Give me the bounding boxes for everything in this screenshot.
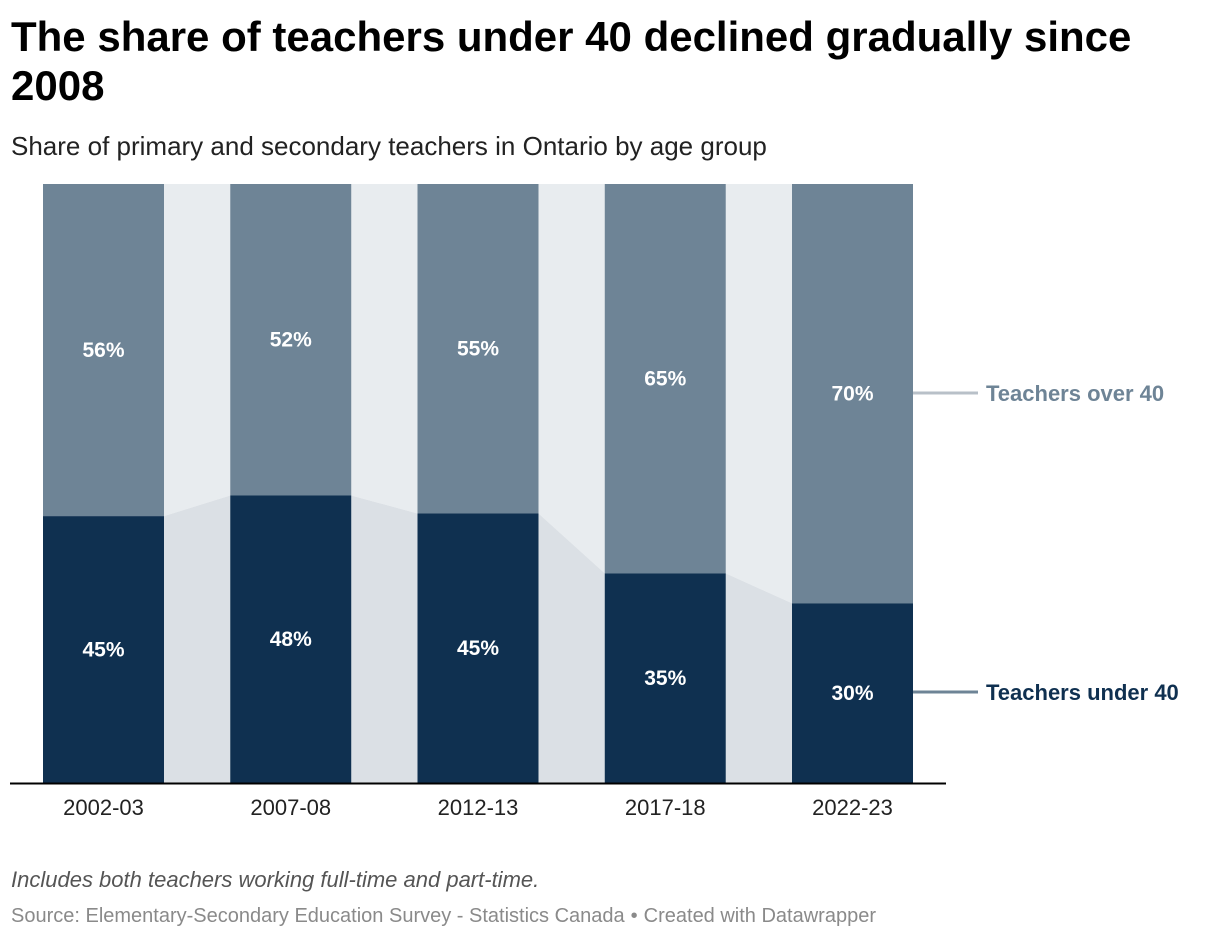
connector-under-40 [538,513,605,783]
connector-over-40 [725,184,792,604]
chart-notes: Includes both teachers working full-time… [11,867,540,892]
x-tick-label: 2022-23 [812,795,893,820]
legend-label-under-40: Teachers under 40 [986,680,1179,705]
connector-under-40 [164,495,231,783]
bar-group [43,184,913,783]
value-label-under-40: 35% [644,667,686,690]
chart-subtitle: Share of primary and secondary teachers … [11,131,767,161]
legend: Teachers over 40 Teachers under 40 [913,381,1179,705]
value-label-under-40: 45% [82,639,124,662]
connector-over-40 [538,184,605,574]
source-text: Source: Elementary-Secondary Education S… [11,905,625,927]
connector-over-40 [351,184,418,514]
bar-teachers-under-40 [43,516,164,783]
bar-teachers-under-40 [604,573,726,783]
connector-over-40 [164,184,231,517]
legend-label-over-40: Teachers over 40 [986,381,1164,406]
source-separator: • [630,905,638,927]
chart-title: The share of teachers under 40 declined … [11,13,1132,109]
bar-teachers-over-40 [43,184,164,517]
value-labels: 56% 45% 52% 48% 55% 45% 65% 35% 70% 30% [82,329,873,705]
x-axis-ticks: 2002-03 2007-08 2012-13 2017-18 2022-23 [63,795,893,820]
value-label-over-40: 56% [82,339,124,362]
value-label-over-40: 65% [644,368,686,391]
bar-teachers-under-40 [792,603,913,783]
connector-under-40 [725,573,792,783]
value-label-under-40: 30% [831,682,873,705]
credit-link[interactable]: Created with Datawrapper [643,905,876,927]
bar-teachers-over-40 [604,184,726,574]
value-label-under-40: 48% [270,628,312,651]
bar-teachers-over-40 [792,184,913,604]
bar-connectors [164,184,792,783]
x-tick-label: 2012-13 [438,795,519,820]
bar-teachers-under-40 [230,495,352,783]
chart-source: Source: Elementary-Secondary Education S… [11,905,876,928]
value-label-over-40: 70% [831,383,873,406]
bar-teachers-over-40 [230,184,352,496]
x-tick-label: 2017-18 [625,795,706,820]
stacked-bar-chart: 56%45%52%48%55%45%65%35%70%30% 2002-03 20… [10,184,1179,820]
bar-teachers-under-40 [417,513,539,783]
bar-teachers-over-40 [417,184,539,514]
x-tick-label: 2002-03 [63,795,144,820]
value-label-over-40: 55% [457,338,499,361]
x-tick-label: 2007-08 [250,795,331,820]
connector-under-40 [351,495,418,783]
value-label-over-40: 52% [270,329,312,352]
value-label-under-40: 45% [457,637,499,660]
